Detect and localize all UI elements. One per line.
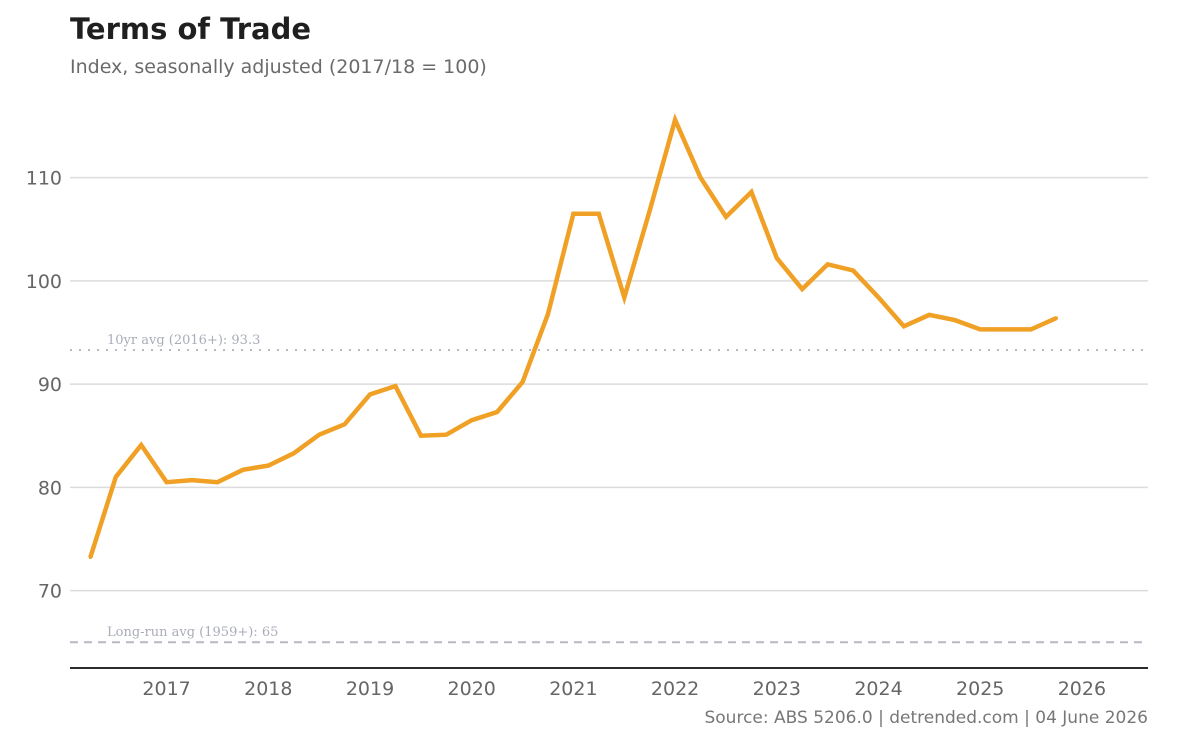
x-tick-label-2025: 2025 xyxy=(956,678,1004,700)
x-tick-label-2020: 2020 xyxy=(448,678,496,700)
data-point-36 xyxy=(1004,327,1008,331)
x-tick-label-2026: 2026 xyxy=(1058,678,1106,700)
x-tick-label-2023: 2023 xyxy=(753,678,801,700)
data-point-5 xyxy=(215,480,220,484)
data-point-28 xyxy=(800,287,804,291)
data-point-22 xyxy=(648,209,652,213)
data-point-34 xyxy=(953,318,957,322)
data-point-23 xyxy=(673,118,677,122)
data-point-26 xyxy=(749,190,753,194)
data-point-35 xyxy=(978,327,982,331)
y-tick-label-110: 110 xyxy=(26,168,62,190)
data-point-18 xyxy=(546,312,550,316)
y-tick-label-80: 80 xyxy=(38,477,62,499)
data-point-3 xyxy=(165,480,169,484)
data-point-6 xyxy=(241,468,245,472)
data-point-11 xyxy=(368,392,372,397)
reference-line-label-1: Long-run avg (1959+): 65 xyxy=(107,625,278,640)
data-point-33 xyxy=(927,313,931,317)
data-point-27 xyxy=(775,256,779,260)
gridlines: 70 80 90 100 110 xyxy=(26,168,1148,603)
x-axis: 2017 2018 2019 2020 2021 2022 2023 2024 2025 2026 xyxy=(70,667,1148,700)
data-point-13 xyxy=(419,434,423,438)
data-point-8 xyxy=(292,451,296,455)
data-point-7 xyxy=(266,464,270,468)
x-tick-label-2022: 2022 xyxy=(651,678,699,700)
data-point-37 xyxy=(1029,327,1033,331)
x-tick-label-2019: 2019 xyxy=(346,678,394,700)
data-point-17 xyxy=(520,380,525,384)
data-point-31 xyxy=(876,295,881,299)
y-tick-label-100: 100 xyxy=(26,271,62,293)
data-point-0 xyxy=(88,555,92,560)
data-point-25 xyxy=(724,215,728,219)
data-point-20 xyxy=(597,212,601,216)
data-point-19 xyxy=(571,212,576,216)
data-point-4 xyxy=(190,478,194,482)
data-point-1 xyxy=(114,475,118,479)
series-group xyxy=(88,113,1059,560)
data-point-24 xyxy=(698,175,703,180)
y-tick-label-70: 70 xyxy=(38,581,62,603)
x-tick-label-2018: 2018 xyxy=(244,678,292,700)
data-point-30 xyxy=(851,268,855,273)
data-point-29 xyxy=(826,262,830,266)
chart-subtitle: Index, seasonally adjusted (2017/18 = 10… xyxy=(70,56,487,78)
data-point-32 xyxy=(902,324,906,328)
data-point-15 xyxy=(470,418,474,422)
x-tick-label-2017: 2017 xyxy=(142,678,190,700)
reference-line-label-0: 10yr avg (2016+): 93.3 xyxy=(107,333,260,348)
x-tick-label-2021: 2021 xyxy=(549,678,597,700)
data-point-38 xyxy=(1054,316,1059,320)
reference-lines: 10yr avg (2016+): 93.3 Long-run avg (1959… xyxy=(70,333,1148,644)
data-point-16 xyxy=(495,410,499,414)
data-point-10 xyxy=(342,422,347,426)
data-point-9 xyxy=(317,433,321,437)
data-point-2 xyxy=(139,443,143,447)
source-note: Source: ABS 5206.0 | detrended.com | 04 … xyxy=(704,708,1148,728)
data-point-21 xyxy=(622,295,626,299)
y-tick-label-90: 90 xyxy=(38,374,62,396)
data-point-12 xyxy=(393,384,398,388)
chart-title: Terms of Trade xyxy=(70,12,312,46)
x-tick-label-2024: 2024 xyxy=(854,678,902,700)
data-point-14 xyxy=(444,433,448,437)
